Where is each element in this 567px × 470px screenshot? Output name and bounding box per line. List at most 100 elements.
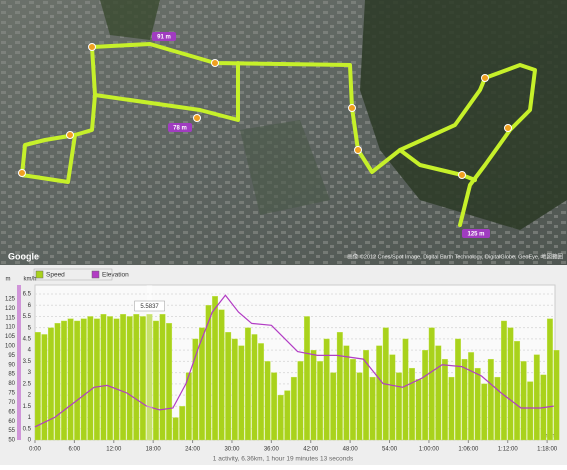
y-tick-label: 50 <box>8 438 15 444</box>
legend-label: Elevation <box>102 272 129 279</box>
y-tick-label: 70 <box>8 400 15 406</box>
map-logo: Google <box>8 251 39 261</box>
speed-bar <box>172 417 179 441</box>
park <box>240 120 330 215</box>
speed-bar <box>507 327 514 441</box>
speed-bar <box>304 316 310 441</box>
elevation-tag: 125 m <box>462 229 490 238</box>
speed-bar <box>192 338 199 441</box>
tag-label: 125 m <box>467 232 484 238</box>
y2-tick-label: 1.5 <box>23 404 32 410</box>
speed-bar <box>317 361 324 441</box>
speed-bar <box>514 341 521 441</box>
markers <box>18 43 512 179</box>
speed-bar <box>474 367 481 441</box>
speed-bar <box>61 320 67 441</box>
x-tick-label: 42:00 <box>303 447 319 453</box>
x-tick-label: 1:06:00 <box>458 447 479 453</box>
y-tick-label: 60 <box>8 419 15 425</box>
tag-label: 78 m <box>173 126 187 132</box>
speed-bar <box>159 314 166 441</box>
y-tick-label: 85 <box>8 372 15 378</box>
speed-bar <box>435 345 442 441</box>
speed-bar <box>441 358 448 441</box>
forest <box>100 0 160 40</box>
x-tick-label: 30:00 <box>224 447 240 453</box>
legend-swatch <box>91 270 100 279</box>
speed-bar <box>402 338 409 441</box>
x-tick-label: 1:18:00 <box>537 447 558 453</box>
tooltip-box <box>134 300 165 312</box>
speed-bar <box>487 358 494 441</box>
speed-bar <box>350 358 356 441</box>
speed-bar <box>415 379 422 441</box>
speed-bar <box>409 367 415 441</box>
speed-bar <box>310 349 317 441</box>
speed-bar <box>343 345 350 441</box>
speed-bar <box>205 305 212 441</box>
speed-bar <box>455 338 461 441</box>
x-tick-label: 24:00 <box>185 447 201 453</box>
x-tick-label: 0:00 <box>29 447 41 453</box>
y2-tick-label: 4 <box>28 348 32 354</box>
y-tick-label: 65 <box>8 409 15 415</box>
speed-bar <box>238 345 245 441</box>
speed-bar <box>290 376 297 441</box>
speed-bar <box>376 345 383 441</box>
y2-tick-label: 6.5 <box>23 292 32 298</box>
legend-swatch <box>35 270 44 279</box>
y2-tick-label: 6 <box>28 303 32 309</box>
speed-bar <box>67 318 74 441</box>
x-tick-label: 18:00 <box>146 447 162 453</box>
speed-bar <box>146 314 153 441</box>
y-tick-label: 110 <box>5 325 15 331</box>
y2-tick-label: 0 <box>28 438 32 444</box>
map[interactable]: 91 m 78 m 125 m Google 画像 ©2012 Cnes/Spo… <box>0 0 567 265</box>
speed-bar <box>251 334 258 441</box>
speed-bar <box>80 318 87 441</box>
y2-tick-label: 2 <box>28 393 32 399</box>
y2-tick-label: 5 <box>28 325 32 331</box>
hover-band <box>146 285 153 440</box>
y2-tick-label: 5.5 <box>23 314 32 320</box>
speed-bar <box>501 320 507 441</box>
legend-frame <box>33 268 113 281</box>
speed-bar <box>323 338 330 441</box>
y-tick-label: 75 <box>8 391 15 397</box>
y2-tick-label: 4.5 <box>23 336 32 342</box>
speed-bar <box>212 296 219 441</box>
speed-bar <box>369 376 376 441</box>
speed-bar <box>166 323 173 441</box>
x-tick-label: 36:00 <box>264 447 280 453</box>
speed-bar <box>520 361 527 441</box>
speed-bar <box>113 318 120 441</box>
y-tick-label: 125 <box>5 296 16 302</box>
speed-bar <box>225 332 232 441</box>
speed-bar <box>356 372 363 441</box>
speed-bar <box>100 314 107 441</box>
speed-bar <box>54 323 61 441</box>
y2-tick-label: 0.5 <box>23 426 32 432</box>
tooltip: 5.5837 <box>140 304 159 310</box>
y2-tick-label: 2.5 <box>23 381 32 387</box>
speed-bar <box>126 316 133 441</box>
speed-bar <box>389 354 396 441</box>
speed-bar <box>185 372 192 441</box>
speed-bar <box>428 327 435 441</box>
y-tick-label: 55 <box>8 428 15 434</box>
speed-bar <box>481 383 488 441</box>
x-tick-label: 54:00 <box>382 447 398 453</box>
speed-bar <box>448 376 455 441</box>
speed-bar <box>271 372 278 441</box>
chart: 5055606570758085909510010511011512012500… <box>5 277 560 463</box>
speed-bar <box>231 338 238 441</box>
y2-tick-label: 1 <box>28 415 32 421</box>
speed-bar <box>198 327 205 441</box>
speed-bar <box>533 354 540 441</box>
speed-bar <box>93 318 100 441</box>
speed-bar <box>218 309 225 441</box>
speed-bar <box>264 361 271 441</box>
speed-bar <box>553 349 560 441</box>
speed-bar <box>41 334 48 441</box>
